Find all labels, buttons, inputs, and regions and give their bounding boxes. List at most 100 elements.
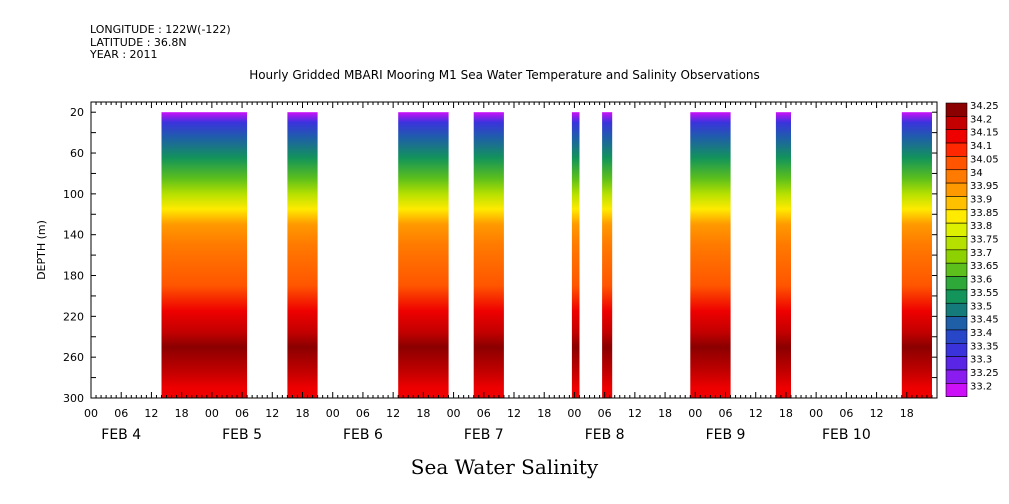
- year-label: YEAR : 2011: [90, 48, 158, 61]
- axes: 00 06 12 18 00 06 12 18 00 06 12 18 00 06 12 18 00 06 12 18…: [35, 101, 938, 443]
- data-segment: [901, 112, 932, 398]
- x-tick-label: 06: [356, 407, 370, 420]
- plot-area: [161, 112, 932, 398]
- data-segment: [161, 112, 248, 398]
- colorbar-cell: [945, 129, 968, 144]
- x-tick-label: 00: [205, 407, 219, 420]
- colorbar-label: 33.75: [970, 235, 999, 246]
- y-axis-label: DEPTH (m): [35, 220, 48, 280]
- colorbar-cell: [945, 142, 968, 157]
- x-tick-label: 06: [477, 407, 491, 420]
- x-tick-label: 18: [416, 407, 430, 420]
- x-tick-label: 18: [779, 407, 793, 420]
- colorbar-label: 33.6: [970, 275, 992, 286]
- y-tick-label: 20: [70, 106, 84, 119]
- colorbar-cell: [945, 356, 968, 371]
- x-tick-label: 12: [507, 407, 521, 420]
- x-tick-label: 12: [749, 407, 763, 420]
- x-tick-label: 00: [688, 407, 702, 420]
- colorbar-label: 33.2: [970, 381, 992, 392]
- x-tick-label: 06: [114, 407, 128, 420]
- colorbar-label: 34.15: [970, 128, 999, 139]
- x-tick-label: 12: [628, 407, 642, 420]
- x-tick-label: 12: [265, 407, 279, 420]
- colorbar-label: 33.3: [970, 355, 992, 366]
- colorbar-label: 34.2: [970, 114, 992, 125]
- latitude-label: LATITUDE : 36.8N: [90, 35, 187, 49]
- y-tick-label: 260: [63, 351, 84, 364]
- y-tick-label: 180: [63, 270, 84, 283]
- data-segment: [602, 112, 613, 398]
- colorbar-label: 33.35: [970, 341, 999, 352]
- chart-title: Hourly Gridded MBARI Mooring M1 Sea Wate…: [249, 68, 760, 82]
- x-day-label: FEB 5: [222, 427, 262, 443]
- x-tick-label: 06: [719, 407, 733, 420]
- colorbar-label: 34.25: [970, 101, 999, 112]
- colorbar-cell: [945, 302, 968, 317]
- colorbar-cell: [945, 276, 968, 291]
- colorbar-label: 33.65: [970, 261, 999, 272]
- colorbar-cell: [945, 249, 968, 264]
- x-tick-label: 12: [386, 407, 400, 420]
- colorbar-label: 33.55: [970, 288, 999, 299]
- colorbar-label: 33.95: [970, 181, 999, 192]
- x-tick-label: 06: [235, 407, 249, 420]
- colorbar-cell: [945, 262, 968, 277]
- x-tick-label: 12: [144, 407, 158, 420]
- colorbar-label: 33.25: [970, 368, 999, 379]
- colorbar-cell: [945, 116, 968, 130]
- data-segment: [571, 112, 580, 398]
- colorbar-cell: [945, 329, 968, 344]
- colorbar-label: 33.7: [970, 248, 992, 259]
- colorbar-cell: [945, 289, 968, 304]
- colorbar-label: 34.1: [970, 141, 992, 152]
- longitude-label: LONGITUDE : 122W(-122): [90, 23, 231, 36]
- y-tick-label: 60: [70, 147, 84, 160]
- x-day-label: FEB 8: [585, 427, 625, 443]
- colorbar-label: 33.85: [970, 208, 999, 219]
- colorbar-label: 33.5: [970, 301, 992, 312]
- colorbar-cell: [945, 169, 968, 184]
- x-tick-label: 18: [537, 407, 551, 420]
- x-day-label: FEB 4: [101, 427, 141, 443]
- data-segment: [690, 112, 731, 398]
- x-day-label: FEB 9: [706, 427, 746, 443]
- colorbar-label: 33.45: [970, 315, 999, 326]
- colorbar-cell: [945, 182, 968, 197]
- data-segment: [473, 112, 504, 398]
- x-day-label: FEB 10: [822, 427, 871, 443]
- colorbar-cell: [945, 196, 968, 211]
- y-tick-label: 140: [63, 229, 84, 242]
- colorbar-label: 33.8: [970, 221, 992, 232]
- colorbar-label: 34.05: [970, 154, 999, 165]
- colorbar-cell: [945, 102, 968, 117]
- colorbar-label: 33.4: [970, 328, 992, 339]
- x-tick-label: 00: [809, 407, 823, 420]
- y-tick-label: 300: [63, 392, 84, 405]
- location-metadata: LONGITUDE : 122W(-122) LATITUDE : 36.8N …: [90, 23, 231, 62]
- y-tick-label: 100: [63, 188, 84, 201]
- data-segment: [287, 112, 318, 398]
- colorbar-cell: [945, 369, 968, 384]
- colorbar-label: 33.9: [970, 194, 992, 205]
- x-tick-label: 06: [598, 407, 612, 420]
- x-tick-label: 00: [326, 407, 340, 420]
- x-tick-label: 00: [447, 407, 461, 420]
- x-tick-label: 18: [175, 407, 189, 420]
- data-segment: [398, 112, 449, 398]
- colorbar-label: 34: [970, 168, 983, 179]
- colorbar-cell: [945, 316, 968, 331]
- x-tick-label: 06: [839, 407, 853, 420]
- chart-subtitle: Sea Water Salinity: [410, 455, 599, 479]
- data-segment: [775, 112, 791, 398]
- x-tick-label: 18: [900, 407, 914, 420]
- colorbar-cell: [945, 236, 968, 251]
- colorbar: 34.25 34.2 34.15 34.1 34.05 34 33.95 33.9 33.85 3…: [945, 101, 999, 398]
- colorbar-cell: [945, 342, 968, 357]
- colorbar-cell: [945, 209, 968, 224]
- x-tick-label: 18: [296, 407, 310, 420]
- y-tick-label: 220: [63, 310, 84, 323]
- colorbar-cell: [945, 222, 968, 237]
- colorbar-cell: [945, 156, 968, 171]
